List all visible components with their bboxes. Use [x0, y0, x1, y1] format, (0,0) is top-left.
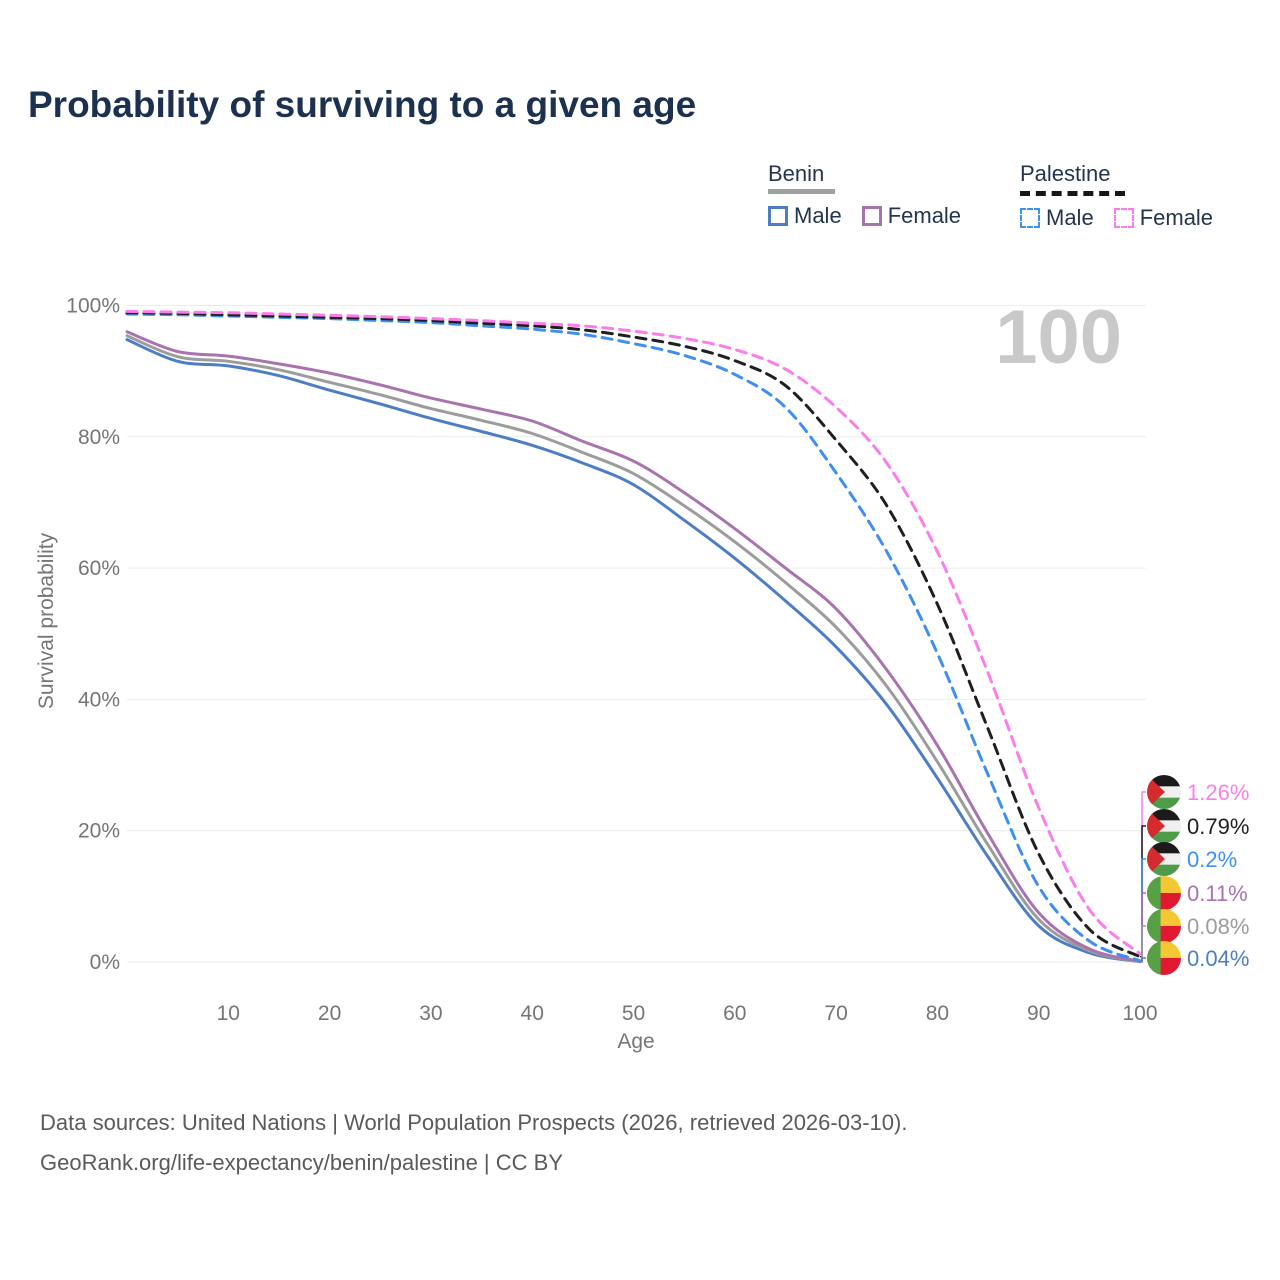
- palestine-line-style-swatch: [1020, 191, 1125, 197]
- x-tick-label: 50: [622, 1002, 645, 1025]
- palestine-flag-icon: [1147, 809, 1181, 843]
- x-tick-label: 30: [419, 1002, 442, 1025]
- leader-line-palestine-both: [1140, 825, 1146, 958]
- legend-group-benin: Benin Male Female: [768, 161, 961, 229]
- benin-male-swatch-icon: [768, 206, 788, 227]
- leader-line-palestine-male: [1140, 858, 1146, 962]
- y-axis-title: Survival probability: [35, 532, 58, 710]
- legend-header-palestine: Palestine: [1020, 161, 1111, 186]
- y-tick-label: 40%: [78, 688, 120, 711]
- legend-label-palestine-male: Male: [1046, 205, 1094, 231]
- x-tick-label: 90: [1027, 1002, 1050, 1025]
- legend-item-benin-male: Male: [768, 203, 842, 229]
- end-label-palestine-male: 0.2%: [1187, 847, 1237, 872]
- attribution-text: GeoRank.org/life-expectancy/benin/palest…: [40, 1150, 563, 1175]
- series-line-benin-male: [125, 338, 1142, 964]
- x-tick-label: 20: [318, 1002, 341, 1025]
- x-tick-label: 80: [926, 1002, 949, 1025]
- x-tick-label: 100: [1122, 1002, 1157, 1025]
- benin-flag-icon: [1147, 876, 1181, 910]
- x-tick-label: 70: [824, 1002, 847, 1025]
- page-title: Probability of surviving to a given age: [28, 84, 697, 125]
- end-label-benin-both: 0.08%: [1187, 914, 1249, 939]
- x-tick-label: 10: [217, 1002, 240, 1025]
- palestine-flag-icon: [1147, 842, 1181, 876]
- series-line-benin-female: [125, 330, 1142, 963]
- benin-line-style-swatch: [768, 189, 835, 195]
- y-tick-label: 20%: [78, 820, 120, 843]
- y-tick-label: 60%: [78, 557, 120, 580]
- y-tick-label: 100%: [66, 295, 120, 318]
- legend-label-benin-female: Female: [887, 203, 962, 229]
- x-tick-label: 40: [521, 1002, 544, 1025]
- series-line-palestine-female: [125, 309, 1142, 956]
- series-line-benin-both: [125, 334, 1142, 963]
- end-label-benin-male: 0.04%: [1187, 946, 1249, 971]
- end-label-benin-female: 0.11%: [1187, 881, 1248, 906]
- x-tick-label: 60: [723, 1002, 746, 1025]
- data-sources-text: Data sources: United Nations | World Pop…: [40, 1110, 908, 1135]
- leader-line-palestine-female: [1140, 791, 1146, 955]
- legend-item-benin-female: Female: [861, 203, 962, 229]
- y-tick-label: 80%: [78, 426, 120, 449]
- end-label-palestine-both: 0.79%: [1187, 814, 1249, 839]
- y-tick-label: 0%: [90, 951, 120, 974]
- leader-line-benin-female: [1140, 892, 1146, 963]
- legend-header-benin: Benin: [768, 161, 825, 186]
- benin-female-swatch-icon: [861, 206, 882, 227]
- benin-flag-icon: [1147, 909, 1181, 943]
- x-axis-title: Age: [617, 1030, 655, 1053]
- legend-item-palestine-male: Male: [1020, 205, 1094, 231]
- leader-line-benin-male: [1140, 957, 1146, 963]
- palestine-male-swatch-icon: [1020, 208, 1040, 229]
- series-line-palestine-male: [125, 312, 1142, 963]
- legend-item-palestine-female: Female: [1113, 205, 1214, 231]
- watermark-age-100: 100: [995, 295, 1122, 380]
- legend-label-benin-male: Male: [794, 203, 842, 229]
- end-label-palestine-female: 1.26%: [1187, 780, 1249, 805]
- legend-label-palestine-female: Female: [1139, 205, 1214, 231]
- series-line-palestine-both: [125, 311, 1142, 959]
- benin-flag-icon: [1147, 941, 1181, 975]
- legend-group-palestine: Palestine Male Female: [1020, 161, 1213, 231]
- palestine-female-swatch-icon: [1113, 208, 1134, 229]
- palestine-flag-icon: [1147, 775, 1181, 809]
